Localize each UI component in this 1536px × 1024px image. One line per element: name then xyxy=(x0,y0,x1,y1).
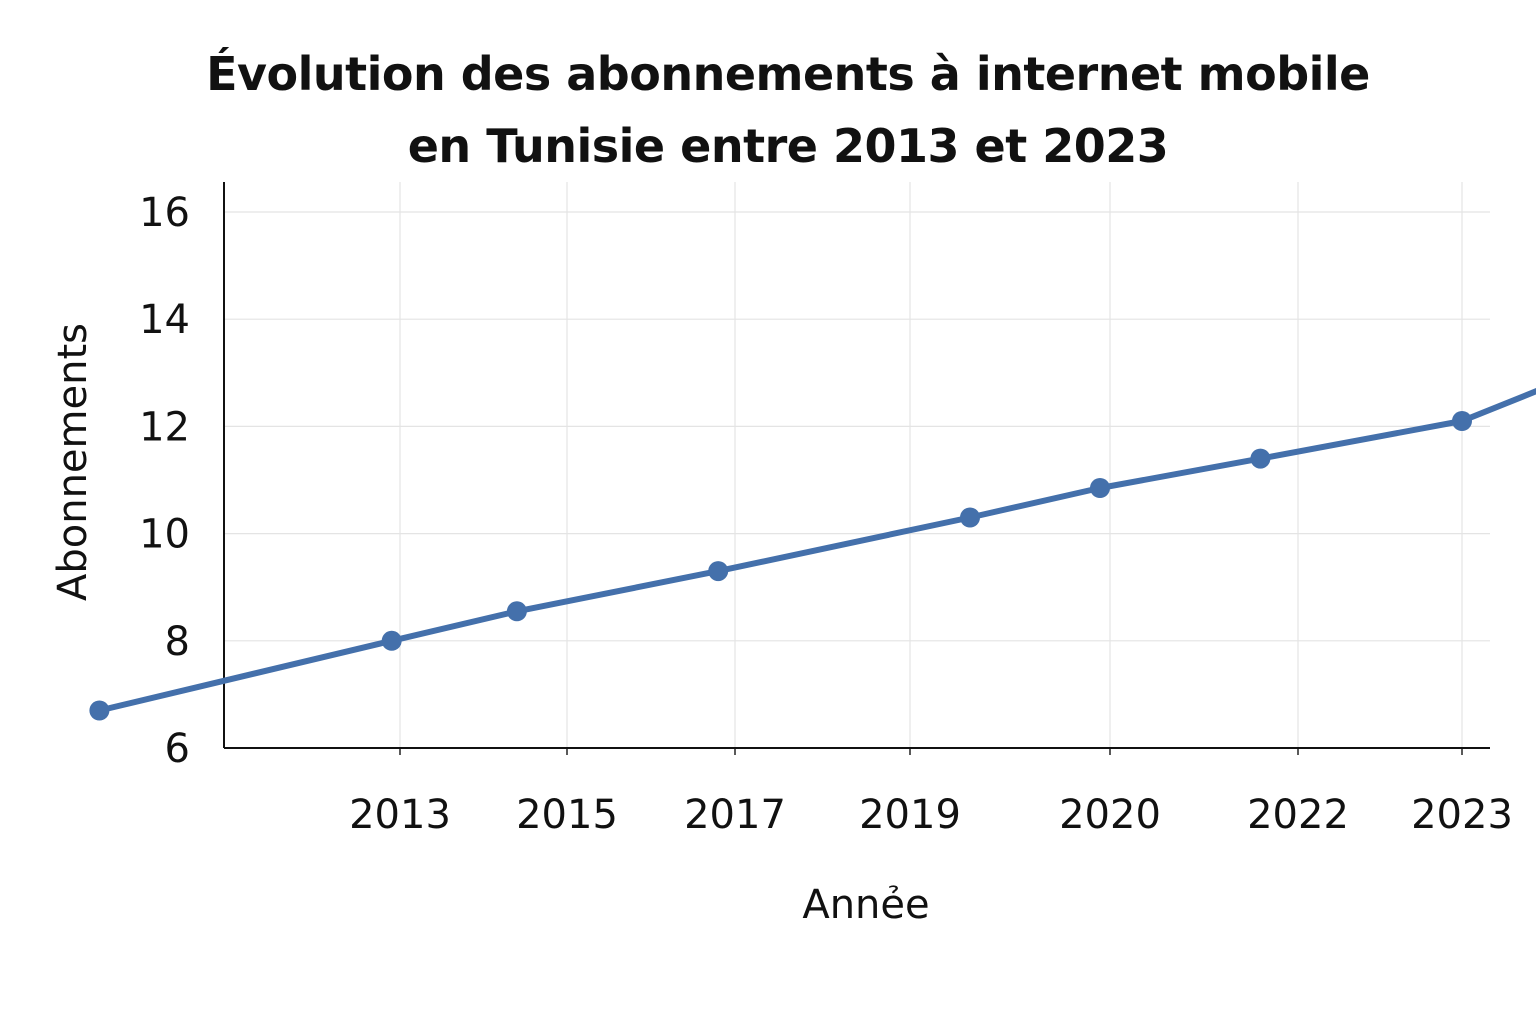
y-tick-label: 10 xyxy=(139,512,190,558)
series-line xyxy=(96,388,1536,714)
y-tick-label: 14 xyxy=(139,297,190,343)
x-tick-label: 2022 xyxy=(1247,792,1349,838)
data-point xyxy=(89,700,110,721)
data-point xyxy=(1090,478,1110,498)
y-axis-label: Abonnements xyxy=(50,323,96,601)
data-point xyxy=(960,507,980,528)
x-tick-label: 2020 xyxy=(1059,792,1161,838)
data-point xyxy=(708,561,729,582)
y-tick-label: 12 xyxy=(139,404,190,450)
grid xyxy=(224,182,1490,748)
x-tick-label: 2019 xyxy=(859,792,961,838)
x-tick-labels: 2013 2015 2017 2019 2020 2022 2023 xyxy=(349,792,1513,838)
y-tick-label: 8 xyxy=(165,619,190,665)
chart-title-line-2: en Tunisie entre 2013 et 2023 xyxy=(407,119,1169,173)
y-tick-label: 16 xyxy=(139,190,190,236)
data-point xyxy=(506,601,527,622)
x-tick-label: 2017 xyxy=(684,792,786,838)
x-axis-label: Annẻe xyxy=(802,882,929,928)
axes xyxy=(223,182,1490,755)
data-point xyxy=(381,630,402,651)
chart-title: Évolution des abonnements à internet mob… xyxy=(0,38,1536,182)
data-point xyxy=(1452,411,1472,431)
x-tick-label: 2015 xyxy=(516,792,618,838)
y-tick-labels: 6 8 10 12 14 16 xyxy=(139,190,190,772)
data-series xyxy=(89,388,1536,721)
x-tick-label: 2023 xyxy=(1411,792,1513,838)
y-tick-label: 6 xyxy=(165,726,190,772)
chart-title-line-1: Évolution des abonnements à internet mob… xyxy=(206,47,1370,101)
data-point xyxy=(1250,448,1271,469)
x-tick-label: 2013 xyxy=(349,792,451,838)
